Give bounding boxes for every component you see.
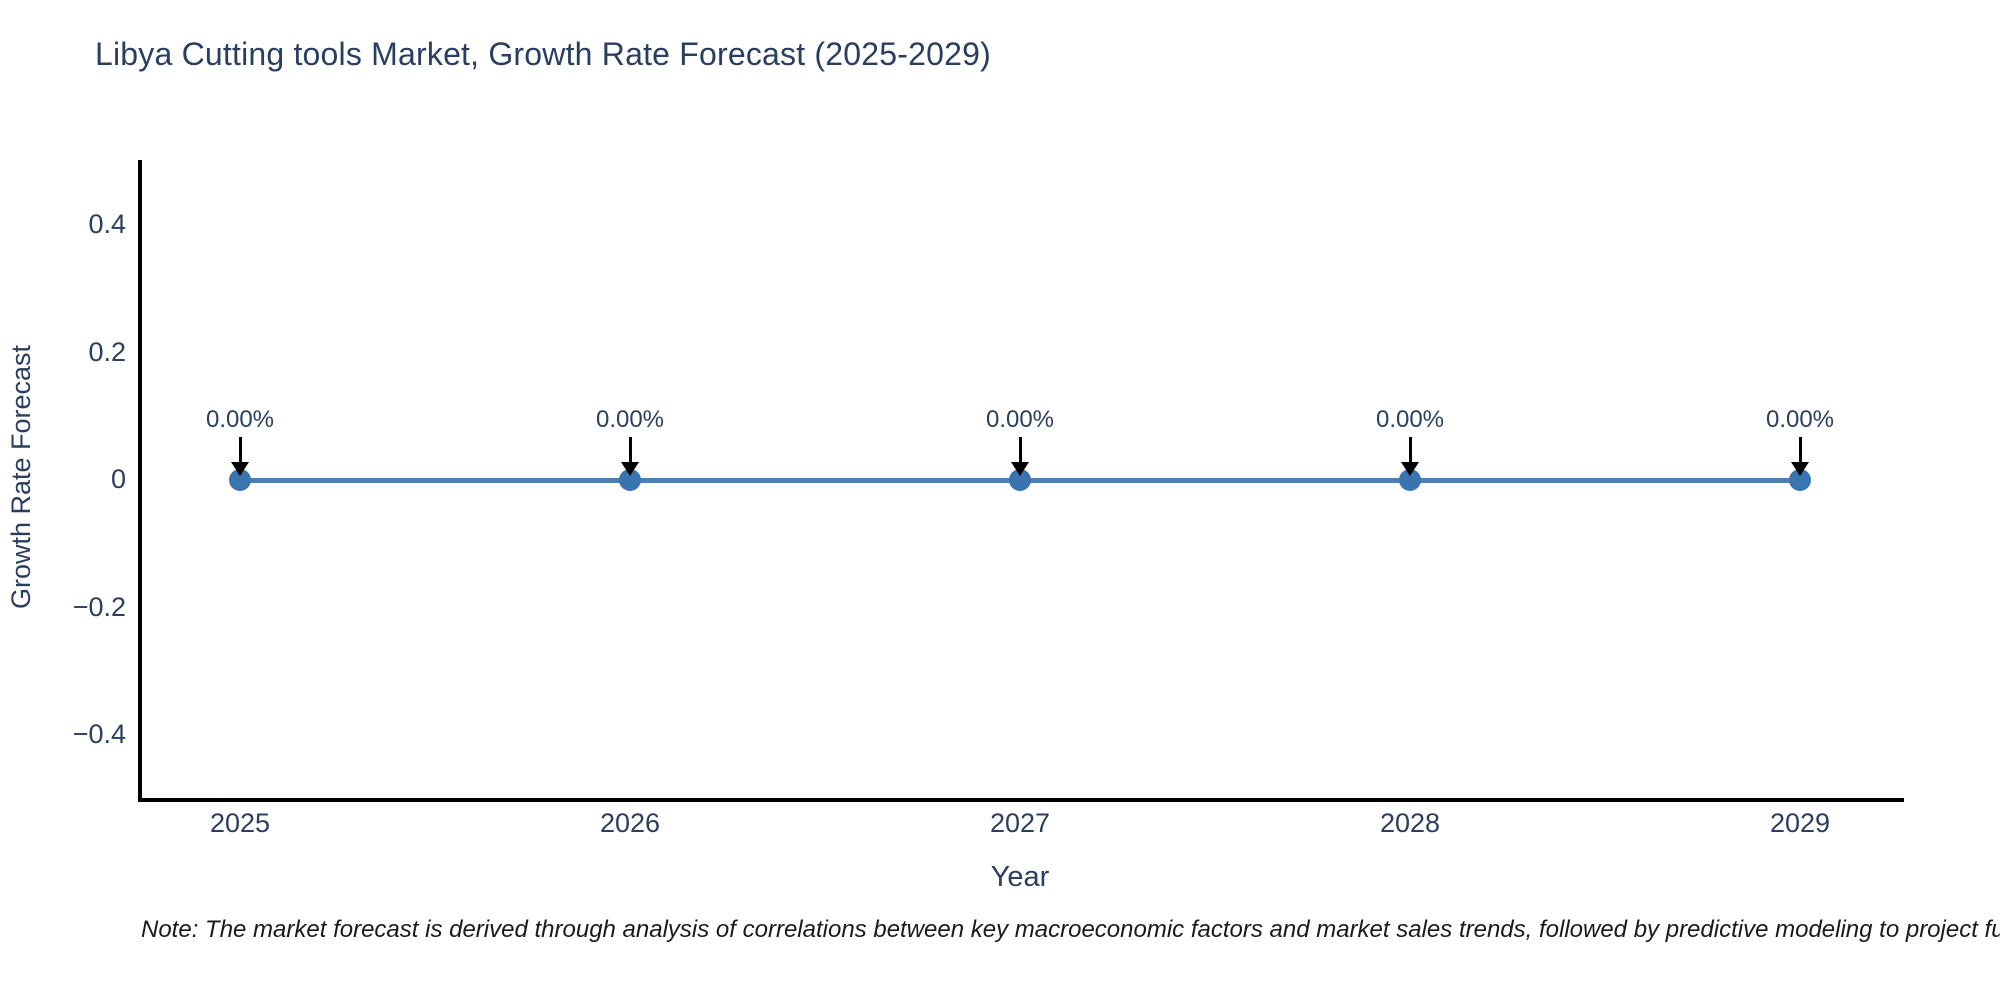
point-value-label: 0.00%: [205, 406, 275, 433]
x-axis-title: Year: [990, 861, 1050, 893]
annotation-arrowhead-icon: [1791, 462, 1809, 476]
chart-title: Libya Cutting tools Market, Growth Rate …: [95, 36, 991, 72]
annotation-arrow-shaft: [1018, 437, 1022, 464]
annotation-arrow-shaft: [1408, 437, 1412, 464]
y-tick-label: 0: [110, 464, 126, 494]
x-tick-label: 2029: [1769, 808, 1831, 838]
x-tick-label: 2028: [1379, 808, 1441, 838]
y-tick-label: −0.4: [72, 719, 126, 749]
annotation-arrowhead-icon: [1401, 462, 1419, 476]
x-tick-label: 2026: [599, 808, 661, 838]
point-value-label: 0.00%: [985, 406, 1055, 433]
annotation-arrowhead-icon: [621, 462, 639, 476]
point-value-label: 0.00%: [1375, 406, 1445, 433]
annotation-arrow-shaft: [238, 437, 242, 464]
x-tick-label: 2025: [209, 808, 271, 838]
y-axis-line: [138, 160, 142, 802]
annotation-arrowhead-icon: [1011, 462, 1029, 476]
point-value-label: 0.00%: [595, 406, 665, 433]
annotation-arrowhead-icon: [231, 462, 249, 476]
footnote: Note: The market forecast is derived thr…: [141, 916, 2000, 943]
y-tick-label: −0.2: [72, 591, 126, 622]
point-value-label: 0.00%: [1765, 406, 1835, 433]
y-tick-label: 0.2: [88, 336, 126, 367]
annotation-arrow-shaft: [628, 437, 632, 464]
annotation-arrow-shaft: [1798, 437, 1802, 464]
x-tick-label: 2027: [989, 808, 1051, 838]
y-tick-label: 0.4: [88, 209, 126, 239]
x-axis-line: [138, 798, 1904, 802]
